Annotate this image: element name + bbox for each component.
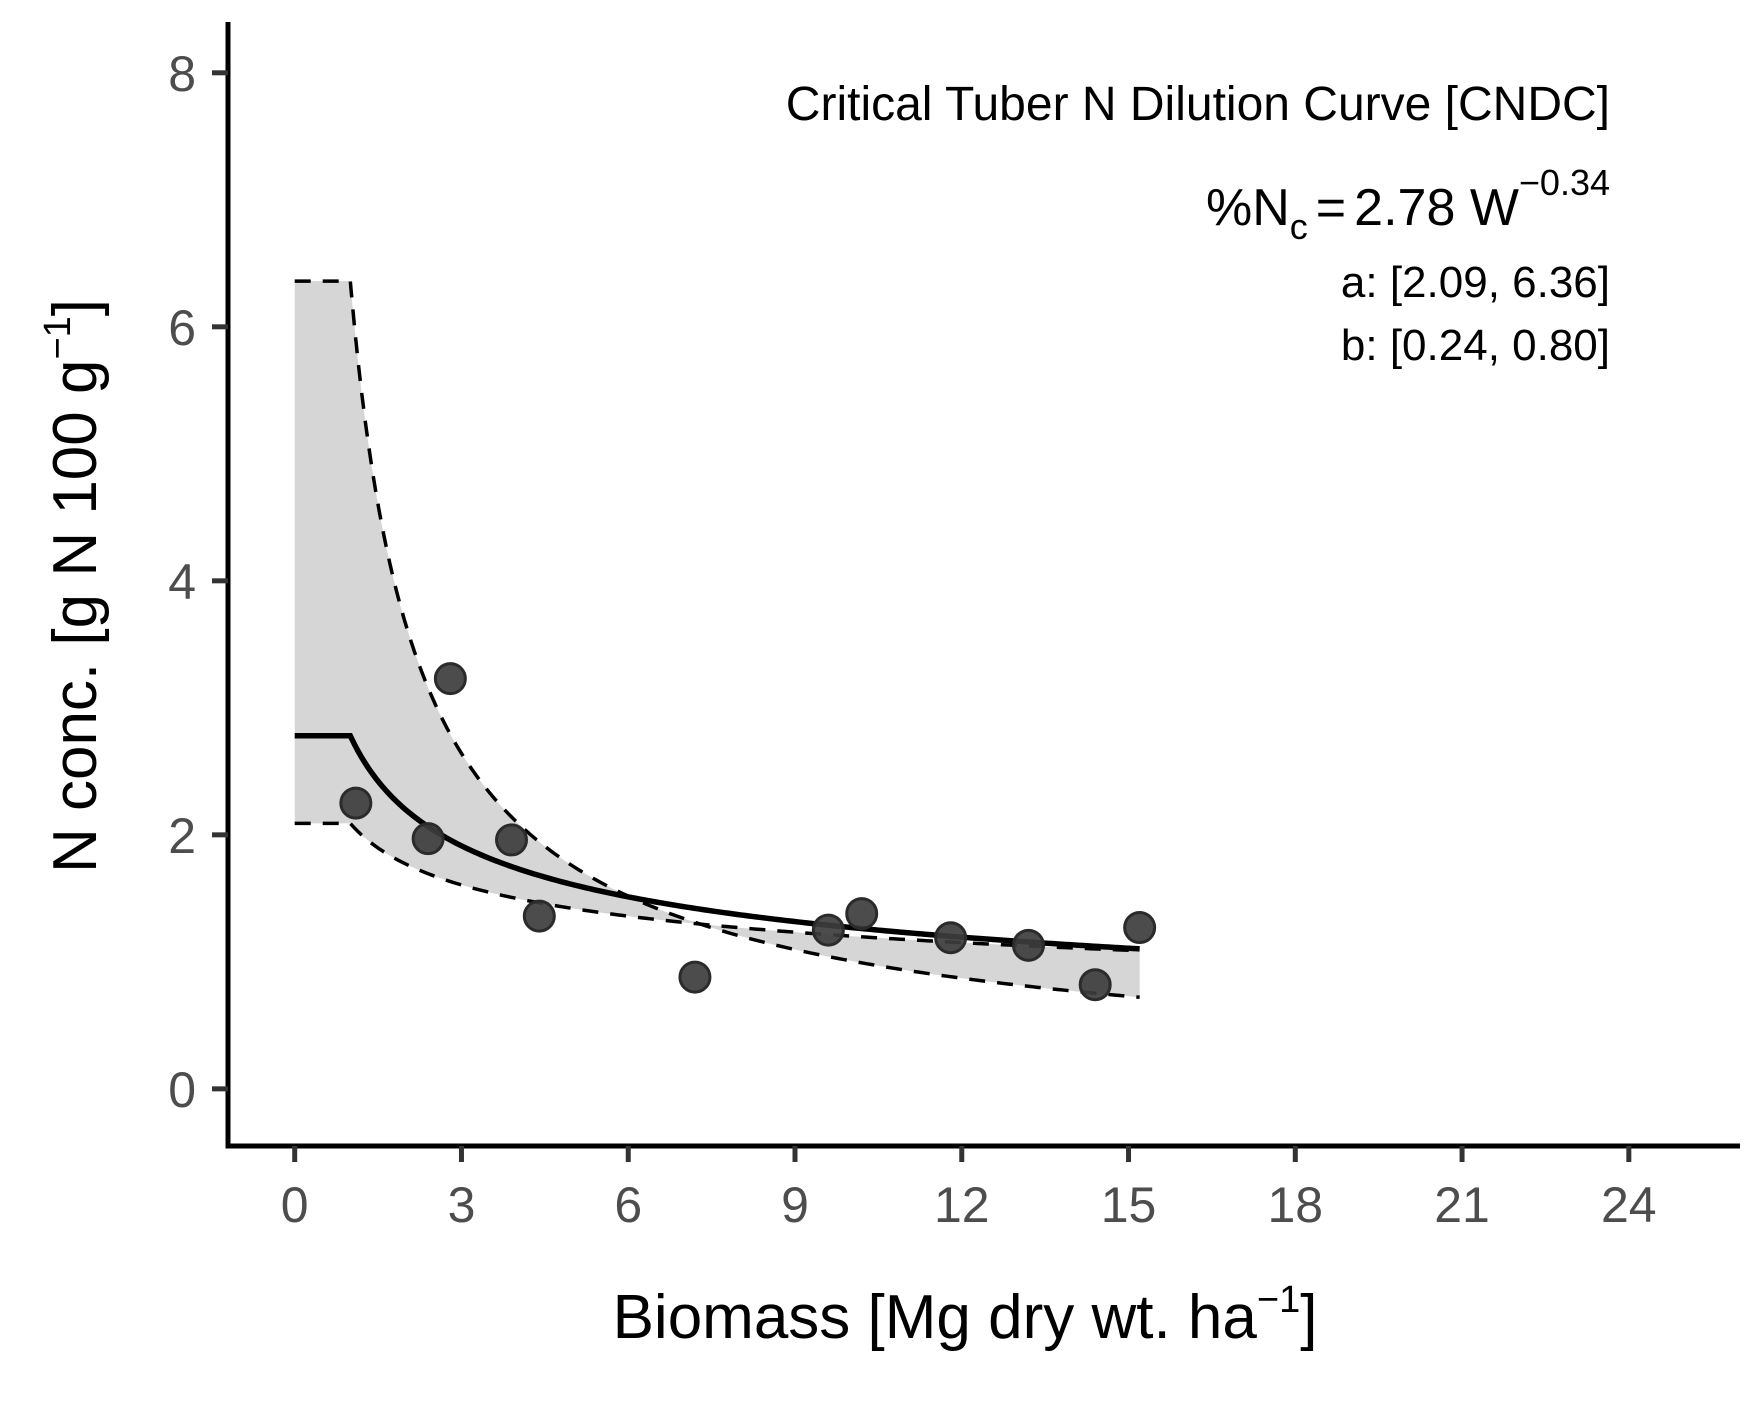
x-tick-label: 15 (1101, 1177, 1157, 1233)
data-point (1123, 911, 1157, 945)
y-tick-label: 8 (168, 46, 196, 102)
y-tick-label: 6 (168, 300, 196, 356)
data-point (1078, 968, 1112, 1002)
x-tick-label: 6 (614, 1177, 642, 1233)
y-axis-ticks: 0 2 4 6 8 (168, 46, 228, 1118)
data-point (522, 899, 556, 933)
data-point (411, 822, 445, 856)
x-tick-label: 18 (1267, 1177, 1323, 1233)
x-tick-label: 9 (781, 1177, 809, 1233)
data-points (339, 662, 1157, 1002)
data-point (678, 960, 712, 994)
x-tick-label: 12 (934, 1177, 990, 1233)
lower-bound-line (294, 821, 1140, 953)
ci-a: a: [2.09, 6.36] (1341, 258, 1610, 307)
data-point (495, 823, 528, 857)
x-tick-label: 0 (281, 1177, 309, 1233)
upper-bound-line (294, 279, 1140, 1000)
x-tick-label: 24 (1601, 1177, 1657, 1233)
data-point (845, 897, 879, 931)
x-tick-label: 3 (448, 1177, 476, 1233)
y-axis-title: N conc. [g N 100 g−1] (37, 299, 110, 873)
curve-title: Critical Tuber N Dilution Curve [CNDC] (786, 78, 1610, 131)
data-point (811, 913, 845, 947)
y-tick-label: 4 (168, 554, 196, 610)
data-point (1011, 928, 1045, 962)
model-annotation: Critical Tuber N Dilution Curve [CNDC] %… (786, 78, 1610, 370)
equation: %Nc = 2.78 W−0.34 (1206, 162, 1610, 247)
ci-b: b: [0.24, 0.80] (1341, 321, 1610, 370)
data-point (433, 662, 467, 696)
plot-area (294, 279, 1157, 1002)
x-axis-ticks: 0 3 6 9 12 15 18 21 24 (281, 1146, 1657, 1233)
y-tick-label: 0 (168, 1062, 196, 1118)
data-point (339, 786, 373, 820)
x-axis-title: Biomass [Mg dry wt. ha−1] (613, 1279, 1318, 1352)
confidence-band (294, 281, 1140, 998)
data-point (934, 921, 968, 955)
y-tick-label: 2 (168, 808, 196, 864)
x-tick-label: 21 (1434, 1177, 1490, 1233)
